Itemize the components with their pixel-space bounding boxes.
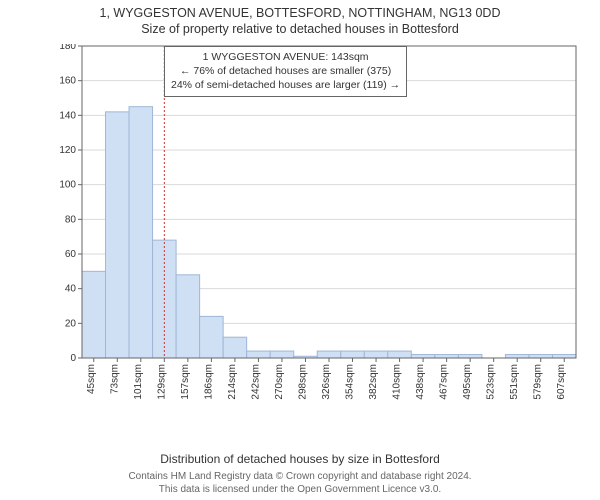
svg-text:0: 0 [70,353,76,364]
svg-text:579sqm: 579sqm [533,364,544,400]
chart-plot-area: 0 20 40 60 80 100 120 140 160 180 45sqm 73sqm 101sqm… [52,44,582,414]
annotation-line3: 24% of semi-detached houses are larger (… [171,78,400,92]
svg-text:214sqm: 214sqm [227,364,238,400]
annotation-line2: ← 76% of detached houses are smaller (37… [171,64,400,78]
svg-text:438sqm: 438sqm [415,364,426,400]
svg-text:129sqm: 129sqm [156,364,167,400]
footer-line2: This data is licensed under the Open Gov… [0,484,600,497]
svg-text:100: 100 [59,180,76,191]
svg-text:551sqm: 551sqm [509,364,520,400]
svg-text:270sqm: 270sqm [274,364,285,400]
annotation-line1: 1 WYGGESTON AVENUE: 143sqm [171,50,400,64]
svg-text:80: 80 [65,214,77,225]
chart-title-sub: Size of property relative to detached ho… [0,20,600,36]
svg-text:410sqm: 410sqm [392,364,403,400]
svg-text:298sqm: 298sqm [297,364,308,400]
svg-text:467sqm: 467sqm [439,364,450,400]
svg-text:186sqm: 186sqm [203,364,214,400]
svg-text:523sqm: 523sqm [486,364,497,400]
svg-text:242sqm: 242sqm [250,364,261,400]
svg-text:495sqm: 495sqm [462,364,473,400]
svg-text:382sqm: 382sqm [368,364,379,400]
svg-text:73sqm: 73sqm [109,364,120,394]
annotation-box: 1 WYGGESTON AVENUE: 143sqm ← 76% of deta… [164,46,407,97]
svg-text:160: 160 [59,76,76,87]
svg-text:120: 120 [59,145,76,156]
x-axis-label: Distribution of detached houses by size … [0,452,600,466]
chart-title-main: 1, WYGGESTON AVENUE, BOTTESFORD, NOTTING… [0,0,600,20]
footer-line1: Contains HM Land Registry data © Crown c… [0,471,600,484]
svg-text:354sqm: 354sqm [345,364,356,400]
svg-text:60: 60 [65,249,77,260]
footer-attribution: Contains HM Land Registry data © Crown c… [0,471,600,496]
svg-text:607sqm: 607sqm [556,364,567,400]
svg-text:20: 20 [65,318,77,329]
svg-text:45sqm: 45sqm [86,364,97,394]
svg-text:157sqm: 157sqm [180,364,191,400]
svg-text:101sqm: 101sqm [133,364,144,400]
svg-text:40: 40 [65,284,77,295]
histogram-svg: 0 20 40 60 80 100 120 140 160 180 45sqm 73sqm 101sqm… [52,44,582,414]
svg-text:326sqm: 326sqm [321,364,332,400]
svg-text:140: 140 [59,110,76,121]
svg-text:180: 180 [59,44,76,52]
chart-container: 1, WYGGESTON AVENUE, BOTTESFORD, NOTTING… [0,0,600,500]
